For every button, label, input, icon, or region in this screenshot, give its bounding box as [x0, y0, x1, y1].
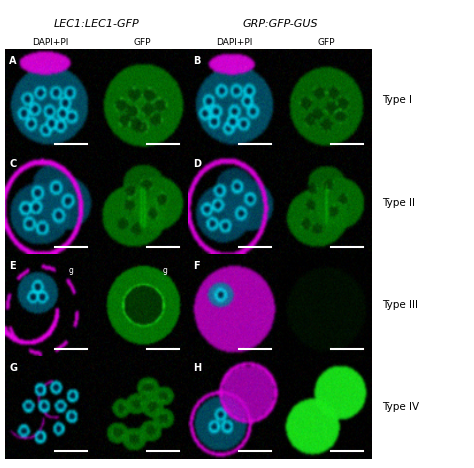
Text: G: G	[9, 364, 18, 373]
Text: GFP: GFP	[134, 38, 151, 47]
Text: DAPI+PI: DAPI+PI	[33, 38, 69, 47]
Text: D: D	[193, 159, 201, 168]
Text: g: g	[69, 266, 74, 275]
Text: C: C	[9, 159, 17, 168]
Text: Type II: Type II	[383, 197, 415, 208]
Text: g: g	[163, 266, 168, 275]
Text: GFP: GFP	[318, 38, 335, 47]
Text: H: H	[193, 364, 201, 373]
Text: A: A	[9, 56, 17, 66]
Text: GRP:GFP-GUS: GRP:GFP-GUS	[242, 19, 318, 29]
Text: Type IV: Type IV	[383, 402, 419, 412]
Text: E: E	[9, 261, 16, 271]
Text: Type III: Type III	[383, 300, 419, 310]
Text: F: F	[193, 261, 200, 271]
Text: B: B	[193, 56, 201, 66]
Text: Type I: Type I	[383, 95, 412, 105]
Text: DAPI+PI: DAPI+PI	[216, 38, 253, 47]
Text: LEC1:LEC1-GFP: LEC1:LEC1-GFP	[54, 19, 139, 29]
